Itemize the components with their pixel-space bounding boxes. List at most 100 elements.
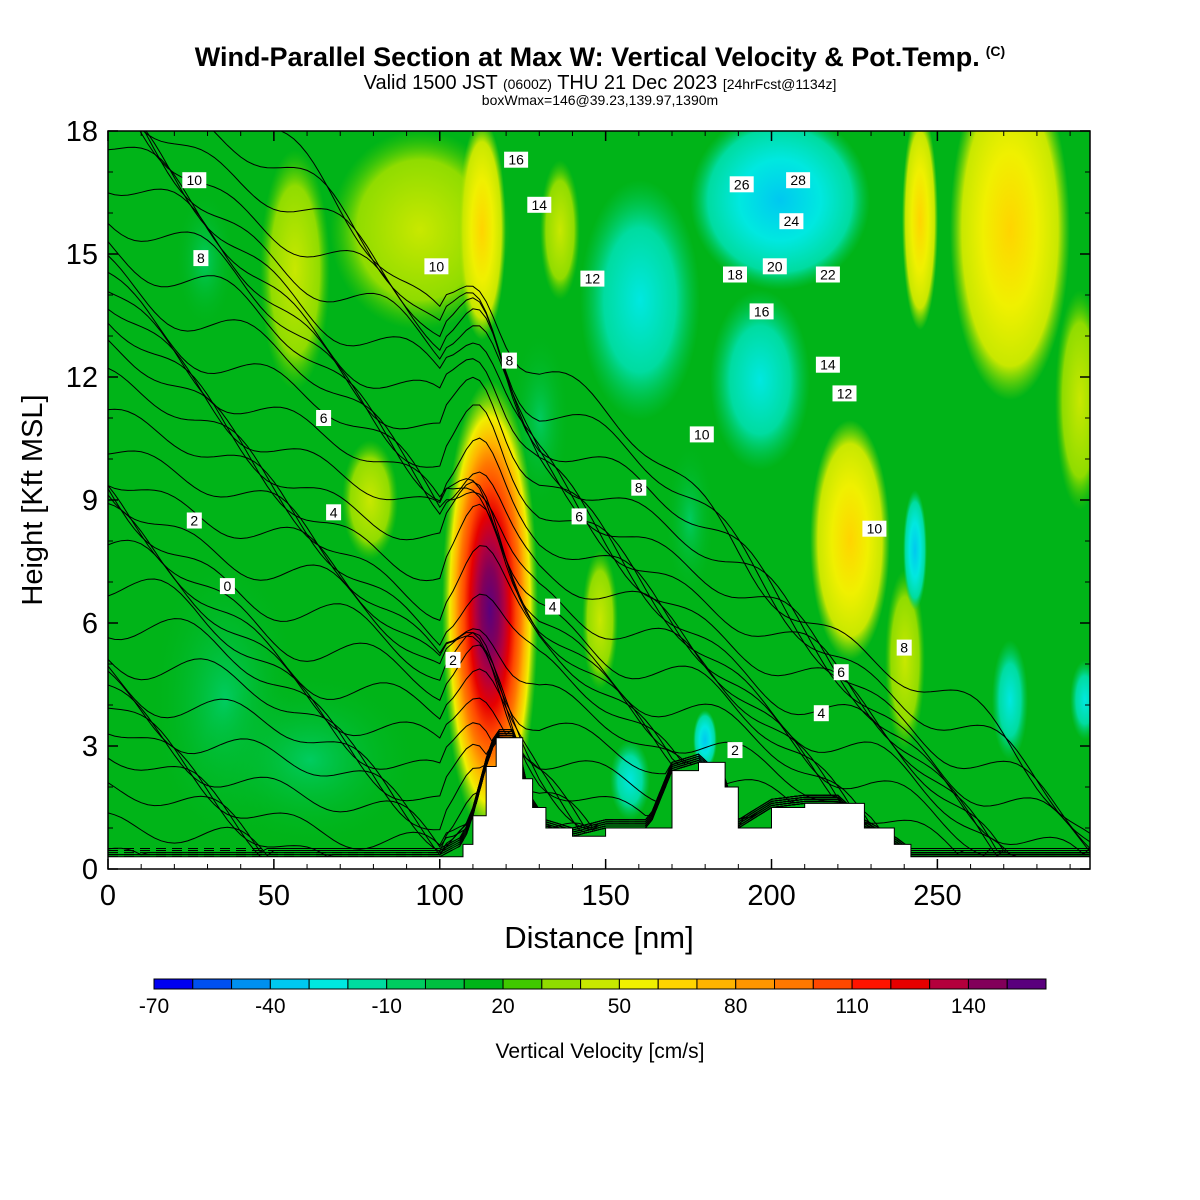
theta-contour-line — [279, 131, 1090, 834]
theta-label: 22 — [815, 266, 840, 283]
colorbar-tick-label: -40 — [255, 995, 285, 1018]
x-tick-label: 150 — [581, 880, 629, 912]
colorbar-swatch — [192, 978, 233, 990]
x-tick-label: 50 — [258, 880, 290, 912]
svg-text:16: 16 — [754, 303, 770, 319]
theta-label: 8 — [501, 352, 517, 369]
theta-contour-line — [108, 339, 1090, 851]
theta-contours — [108, 131, 1090, 858]
colorbar-swatch — [1006, 978, 1047, 990]
svg-text:0: 0 — [224, 578, 232, 594]
theta-label: 16 — [749, 303, 774, 320]
theta-label: 8 — [631, 479, 647, 496]
theta-label: 14 — [527, 196, 552, 213]
theta-contour-line — [145, 131, 1090, 857]
theta-label: 6 — [316, 410, 332, 426]
svg-text:26: 26 — [734, 176, 750, 192]
colorbar-tick-label: 20 — [491, 995, 514, 1018]
colorbar-swatch — [929, 978, 969, 990]
colorbar-tick-label: -70 — [139, 995, 169, 1018]
theta-label: 4 — [326, 504, 342, 521]
svg-text:10: 10 — [694, 426, 710, 442]
theta-contour-line — [108, 223, 1090, 858]
svg-text:24: 24 — [784, 213, 800, 229]
svg-text:12: 12 — [837, 385, 853, 401]
y-tick-label: 3 — [82, 731, 98, 763]
svg-text:16: 16 — [508, 152, 524, 168]
colorbar-label: Vertical Velocity [cm/s] — [495, 1040, 705, 1063]
theta-label: 20 — [762, 258, 787, 275]
svg-text:8: 8 — [506, 353, 514, 369]
theta-contour-line — [108, 241, 1090, 857]
svg-text:28: 28 — [790, 172, 806, 188]
colorbar-swatch — [812, 978, 853, 990]
theta-contour-line — [108, 255, 1090, 855]
colorbar-swatch — [386, 978, 426, 990]
colorbar-swatch — [153, 978, 194, 990]
theta-label: 10 — [182, 172, 207, 189]
svg-text:14: 14 — [820, 357, 836, 373]
chart-title: Wind-Parallel Section at Max W: Vertical… — [194, 42, 1006, 72]
svg-text:20: 20 — [767, 258, 783, 274]
x-axis-label: Distance [nm] — [504, 920, 694, 955]
colorbar-tick-label: -10 — [372, 995, 402, 1018]
y-tick-label: 6 — [82, 608, 98, 640]
theta-contour-line — [143, 131, 1090, 855]
colorbar-swatch — [231, 978, 271, 990]
x-tick-label: 0 — [100, 880, 116, 912]
terrain — [107, 737, 1091, 870]
theta-label: 10 — [862, 520, 887, 537]
theta-label: 14 — [815, 356, 840, 373]
theta-label: 2 — [445, 651, 461, 668]
theta-contour-line — [139, 131, 1090, 853]
svg-text:12: 12 — [585, 271, 601, 287]
theta-contour-line — [108, 291, 1090, 856]
theta-label: 16 — [504, 151, 529, 168]
svg-text:22: 22 — [820, 267, 836, 283]
colorbar-swatch — [463, 978, 504, 990]
colorbar-swatch — [541, 978, 582, 990]
svg-text:2: 2 — [731, 742, 739, 758]
theta-label: 12 — [580, 270, 605, 287]
svg-text:6: 6 — [575, 508, 583, 524]
colorbar-swatch — [735, 978, 776, 990]
y-tick-label: 15 — [66, 239, 98, 271]
y-tick-label: 18 — [66, 116, 98, 148]
svg-text:4: 4 — [817, 705, 825, 721]
colorbar-swatch — [967, 978, 1008, 990]
y-tick-label: 9 — [82, 485, 98, 517]
colorbar-swatch — [269, 978, 310, 990]
theta-label: 10 — [424, 258, 449, 275]
colorbar-tick-label: 80 — [724, 995, 747, 1018]
theta-label: 8 — [896, 639, 912, 656]
theta-label: 4 — [545, 598, 561, 615]
colorbar-swatch — [580, 978, 620, 990]
y-axis-label: Height [Kft MSL] — [17, 394, 49, 605]
theta-label: 18 — [723, 266, 747, 283]
theta-label: 12 — [832, 385, 857, 402]
x-tick-label: 250 — [913, 880, 961, 912]
colorbar-tick-label: 50 — [608, 995, 631, 1018]
y-tick-label: 12 — [66, 362, 98, 394]
theta-contour-line — [108, 188, 1090, 856]
colorbar-tick-label: 140 — [951, 995, 986, 1018]
colorbar-swatch — [502, 978, 543, 990]
theta-contour-line — [142, 131, 1090, 849]
theta-label: 2 — [186, 512, 202, 529]
colorbar-swatch — [774, 978, 814, 990]
theta-label: 0 — [219, 578, 235, 595]
colorbar-swatch — [851, 978, 892, 990]
colorbar-swatch — [657, 978, 698, 990]
svg-text:4: 4 — [549, 599, 557, 615]
colorbar-swatch — [308, 978, 349, 990]
theta-label: 28 — [786, 172, 811, 189]
x-tick-label: 100 — [416, 880, 464, 912]
theta-label: 2 — [727, 742, 743, 759]
x-tick-label: 200 — [747, 880, 795, 912]
colorbar-swatch — [696, 978, 737, 990]
colorbar-swatch — [890, 978, 931, 990]
theta-label: 24 — [779, 213, 804, 230]
y-tick-label: 0 — [82, 854, 98, 886]
